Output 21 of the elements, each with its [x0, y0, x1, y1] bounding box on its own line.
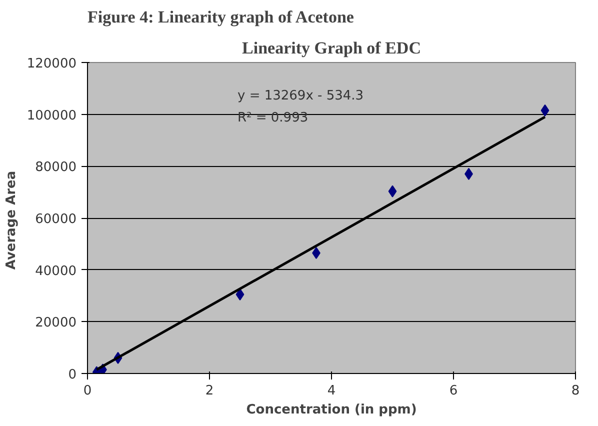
x-tick-label: 6 [449, 384, 458, 398]
caption: Figure 4: Linearity graph of Acetone [88, 8, 354, 26]
annotation: R² = 0.993 [238, 110, 308, 126]
point [388, 185, 397, 198]
x-tick-label: 4 [327, 384, 336, 398]
x-tick-label: 8 [571, 384, 580, 398]
point [540, 104, 550, 116]
y-tick-label: 120000 [26, 56, 77, 72]
y-axis-title: Average Area [4, 170, 19, 270]
y-tick-label: 60000 [35, 212, 77, 227]
y-tick-label: 100000 [26, 108, 77, 124]
y-tick-label: 40000 [35, 264, 77, 279]
x-tick-label: 2 [205, 384, 214, 398]
y-tick-label: 80000 [35, 160, 77, 176]
y-tick-label: 0 [68, 368, 77, 382]
annotation: y = 13269x - 534.3 [238, 88, 364, 104]
y-tick-label: 20000 [35, 316, 77, 331]
x-tick-label: 0 [83, 384, 92, 398]
chart-title: Linearity Graph of EDC [242, 38, 421, 58]
x-axis-title: Concentration (in ppm) [246, 402, 417, 418]
point [236, 288, 244, 300]
